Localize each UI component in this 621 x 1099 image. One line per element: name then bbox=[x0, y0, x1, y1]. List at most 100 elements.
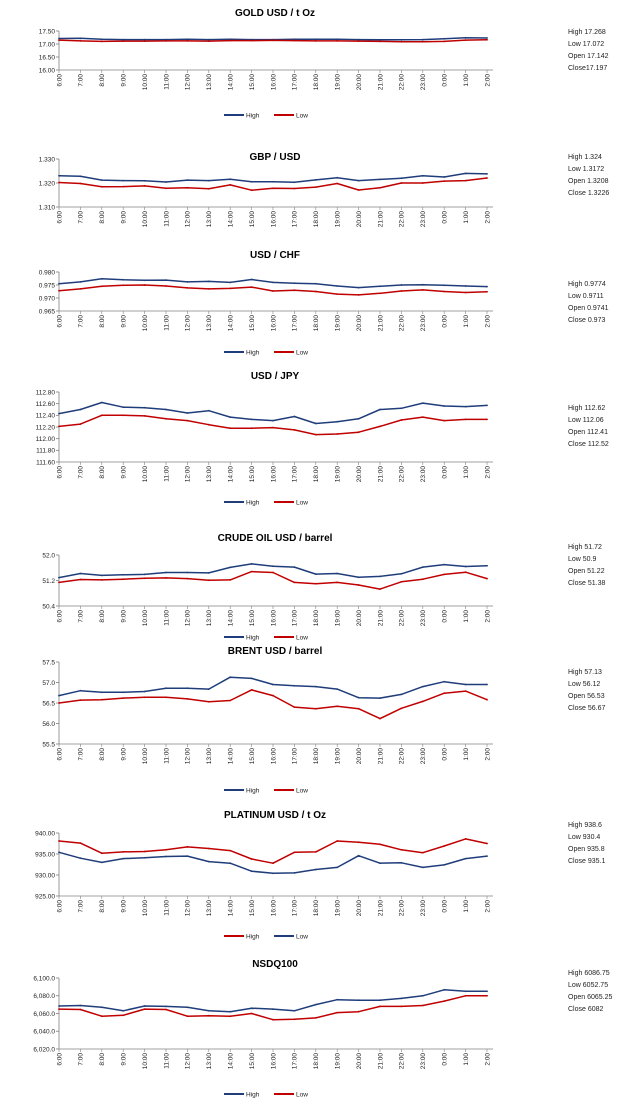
data-point-high bbox=[229, 281, 232, 284]
x-tick-label: 7:00 bbox=[78, 900, 85, 913]
stats-box: High 0.9774 Low 0.9711 Open 0.9741 Close 0.… bbox=[568, 279, 608, 327]
data-point-low bbox=[464, 291, 467, 294]
x-tick-label: 2:00 bbox=[484, 610, 491, 623]
data-point-high bbox=[58, 282, 60, 285]
x-tick-label: 6:00 bbox=[56, 466, 63, 479]
data-point-high bbox=[272, 180, 274, 183]
data-point-low bbox=[229, 1015, 232, 1018]
y-tick-label: 56.0 bbox=[42, 721, 55, 728]
data-point-high bbox=[100, 277, 103, 280]
chart-title: USD / JPY bbox=[251, 371, 300, 382]
chart-title: NSDQ100 bbox=[252, 959, 298, 970]
data-point-high bbox=[272, 281, 274, 284]
stat-open: Open 51.22 bbox=[568, 568, 605, 575]
x-tick-label: 15:00 bbox=[249, 900, 256, 917]
data-point-high bbox=[207, 38, 210, 41]
data-point-low bbox=[400, 861, 403, 864]
data-point-low bbox=[379, 862, 381, 865]
x-tick-label: 17:00 bbox=[292, 610, 299, 627]
legend-label: Low bbox=[296, 349, 308, 356]
x-tick-label: 20:00 bbox=[356, 74, 363, 91]
y-tick-label: 6,100.0 bbox=[33, 975, 55, 982]
stat-low: Low 17.072 bbox=[568, 41, 605, 48]
data-point-low bbox=[464, 690, 467, 692]
data-point-low bbox=[314, 707, 317, 710]
y-tick-label: 925.00 bbox=[35, 893, 55, 900]
data-point-high bbox=[122, 851, 125, 853]
data-point-high bbox=[186, 281, 189, 283]
data-point-high bbox=[379, 38, 381, 41]
x-tick-label: 13:00 bbox=[206, 1053, 213, 1070]
y-tick-label: 112.80 bbox=[36, 389, 56, 396]
x-tick-label: 19:00 bbox=[335, 610, 342, 627]
data-point-low bbox=[229, 699, 232, 702]
data-point-high bbox=[293, 181, 296, 184]
data-point-high bbox=[293, 566, 296, 568]
data-point-low bbox=[122, 578, 125, 581]
data-point-high bbox=[379, 843, 381, 846]
data-point-high bbox=[229, 1010, 232, 1013]
data-point-high bbox=[79, 1004, 82, 1007]
data-point-low bbox=[79, 699, 82, 701]
y-tick-label: 16.50 bbox=[39, 54, 56, 61]
x-tick-label: 9:00 bbox=[121, 748, 128, 761]
x-tick-label: 11:00 bbox=[163, 1053, 170, 1069]
x-tick-label: 23:00 bbox=[420, 1053, 427, 1070]
stat-low: Low 112.06 bbox=[568, 417, 604, 424]
x-tick-label: 2:00 bbox=[484, 900, 491, 913]
data-point-high bbox=[443, 284, 446, 287]
data-point-high bbox=[122, 278, 125, 281]
y-tick-label: 112.00 bbox=[36, 436, 56, 443]
data-point-high bbox=[229, 566, 232, 569]
x-tick-label: 6:00 bbox=[56, 315, 63, 328]
x-tick-label: 8:00 bbox=[99, 610, 106, 623]
data-point-high bbox=[379, 999, 381, 1002]
legend-label: High bbox=[246, 112, 260, 119]
data-point-high bbox=[336, 176, 339, 179]
data-point-low bbox=[165, 187, 167, 190]
x-tick-label: 7:00 bbox=[78, 74, 85, 87]
data-point-high bbox=[186, 38, 189, 41]
data-point-low bbox=[421, 289, 424, 291]
y-tick-label: 51.2 bbox=[42, 578, 55, 585]
stat-open: Open 935.8 bbox=[568, 846, 605, 853]
x-tick-label: 10:00 bbox=[142, 74, 149, 91]
data-point-high bbox=[357, 999, 360, 1002]
data-point-high bbox=[165, 848, 167, 851]
x-tick-label: 9:00 bbox=[121, 900, 128, 913]
data-point-high bbox=[443, 680, 446, 683]
data-point-low bbox=[379, 1005, 381, 1008]
legend: High Low bbox=[224, 1091, 308, 1098]
x-tick-label: 22:00 bbox=[399, 74, 406, 91]
data-point-low bbox=[79, 423, 82, 425]
x-tick-label: 10:00 bbox=[142, 211, 149, 228]
data-point-low bbox=[357, 584, 360, 586]
x-tick-label: 18:00 bbox=[313, 74, 320, 91]
data-point-high bbox=[79, 37, 82, 40]
x-tick-label: 6:00 bbox=[56, 900, 63, 913]
x-tick-label: 21:00 bbox=[377, 610, 384, 627]
chart-1: GOLD USD / t Oz 17.50 17.00 16.50 16.006:00 7… bbox=[39, 8, 493, 119]
data-point-low bbox=[229, 287, 232, 290]
data-point-low bbox=[336, 866, 339, 869]
x-tick-label: 11:00 bbox=[163, 900, 170, 916]
chart-title: PLATINUM USD / t Oz bbox=[224, 810, 326, 821]
data-point-high bbox=[314, 38, 317, 41]
x-tick-label: 12:00 bbox=[185, 466, 192, 483]
data-point-low bbox=[100, 285, 103, 288]
data-point-low bbox=[486, 38, 488, 41]
data-point-high bbox=[421, 566, 424, 568]
data-point-low bbox=[229, 579, 232, 581]
stat-low: Low 6052.75 bbox=[568, 982, 609, 989]
x-tick-label: 22:00 bbox=[399, 211, 406, 228]
data-point-high bbox=[207, 688, 210, 690]
legend-label: Low bbox=[296, 112, 308, 119]
x-tick-label: 15:00 bbox=[249, 315, 256, 332]
data-point-low bbox=[122, 40, 125, 42]
data-point-low bbox=[421, 866, 424, 869]
data-point-low bbox=[165, 417, 167, 420]
chart-6: BRENT USD / barrel 57.5 57.0 56.5 56.0 55.56:… bbox=[42, 646, 493, 794]
x-tick-label: 17:00 bbox=[292, 900, 299, 917]
chart-title: BRENT USD / barrel bbox=[228, 646, 323, 657]
